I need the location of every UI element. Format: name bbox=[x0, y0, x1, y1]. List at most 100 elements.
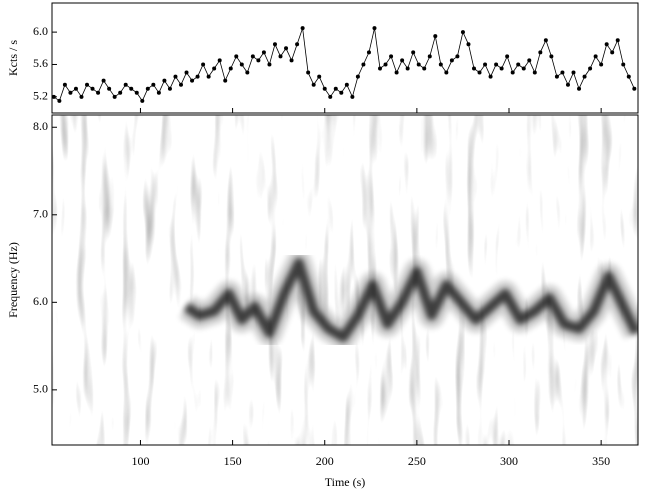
data-point bbox=[261, 50, 266, 55]
data-point bbox=[79, 94, 84, 99]
data-point bbox=[250, 54, 255, 59]
data-point bbox=[378, 66, 383, 71]
data-point bbox=[543, 38, 548, 43]
data-point bbox=[178, 82, 183, 87]
data-point bbox=[311, 82, 316, 87]
data-point bbox=[516, 62, 521, 67]
data-point bbox=[615, 38, 620, 43]
data-point bbox=[427, 54, 432, 59]
data-point bbox=[577, 86, 582, 91]
data-point bbox=[599, 62, 604, 67]
data-point bbox=[449, 58, 454, 63]
data-point bbox=[107, 86, 112, 91]
data-point bbox=[405, 66, 410, 71]
x-tick-label: 150 bbox=[224, 454, 242, 468]
x-tick-label: 100 bbox=[131, 454, 149, 468]
data-point bbox=[289, 58, 294, 63]
data-point bbox=[477, 70, 482, 75]
power-ridge bbox=[183, 257, 638, 343]
data-point bbox=[306, 70, 311, 75]
data-point bbox=[532, 70, 537, 75]
data-point bbox=[85, 82, 90, 87]
data-point bbox=[394, 70, 399, 75]
y-axis-label: Kcts / s bbox=[6, 40, 20, 76]
data-point bbox=[256, 58, 261, 63]
data-point bbox=[510, 70, 515, 75]
data-point bbox=[245, 70, 250, 75]
data-point bbox=[339, 90, 344, 95]
data-point bbox=[626, 74, 631, 79]
data-point bbox=[129, 86, 134, 91]
x-tick-label: 200 bbox=[316, 454, 334, 468]
data-point bbox=[621, 62, 626, 67]
data-point bbox=[361, 62, 366, 67]
data-point bbox=[582, 74, 587, 79]
data-point bbox=[295, 42, 300, 47]
spectrogram-noise bbox=[52, 115, 638, 445]
data-point bbox=[278, 54, 283, 59]
data-point bbox=[239, 62, 244, 67]
data-point bbox=[494, 62, 499, 67]
data-point bbox=[73, 86, 78, 91]
data-point bbox=[184, 70, 189, 75]
data-point bbox=[538, 50, 543, 55]
data-point bbox=[173, 74, 178, 79]
data-point bbox=[610, 50, 615, 55]
data-point bbox=[455, 54, 460, 59]
data-point bbox=[422, 66, 427, 71]
data-point bbox=[212, 66, 217, 71]
data-point bbox=[68, 90, 73, 95]
data-point bbox=[460, 30, 465, 35]
data-point bbox=[549, 54, 554, 59]
data-point bbox=[565, 82, 570, 87]
data-point bbox=[438, 62, 443, 67]
data-point bbox=[554, 74, 559, 79]
data-point bbox=[145, 86, 150, 91]
data-point bbox=[411, 50, 416, 55]
data-point bbox=[217, 58, 222, 63]
data-point bbox=[389, 54, 394, 59]
data-point bbox=[223, 78, 228, 83]
data-point bbox=[588, 66, 593, 71]
y-tick-label: 7.0 bbox=[33, 207, 48, 221]
y-tick-label: 5.2 bbox=[33, 89, 48, 103]
data-point bbox=[521, 66, 526, 71]
data-line bbox=[53, 27, 635, 102]
bottom-frame bbox=[51, 114, 639, 446]
data-point bbox=[228, 66, 233, 71]
data-point bbox=[328, 94, 333, 99]
data-point bbox=[96, 90, 101, 95]
data-point bbox=[366, 50, 371, 55]
top-frame bbox=[51, 2, 639, 114]
data-point bbox=[632, 86, 637, 91]
data-point bbox=[471, 66, 476, 71]
y-axis-label: Frequency (Hz) bbox=[6, 242, 20, 318]
data-point bbox=[505, 54, 510, 59]
data-point bbox=[284, 46, 289, 51]
data-point bbox=[355, 74, 360, 79]
data-point bbox=[604, 42, 609, 47]
data-point bbox=[300, 26, 305, 31]
data-point bbox=[112, 94, 117, 99]
y-tick-label: 6.0 bbox=[33, 24, 48, 38]
data-point bbox=[272, 42, 277, 47]
data-point bbox=[571, 70, 576, 75]
data-point bbox=[195, 74, 200, 79]
data-point bbox=[134, 90, 139, 95]
data-point bbox=[201, 62, 206, 67]
data-point bbox=[90, 86, 95, 91]
data-point bbox=[400, 58, 405, 63]
data-point bbox=[372, 26, 377, 31]
data-point bbox=[433, 34, 438, 39]
data-point bbox=[317, 74, 322, 79]
data-point bbox=[156, 90, 161, 95]
x-axis-label: Time (s) bbox=[325, 475, 366, 489]
data-point bbox=[322, 86, 327, 91]
data-point bbox=[57, 98, 62, 103]
data-point bbox=[527, 58, 532, 63]
data-point bbox=[118, 90, 123, 95]
data-point bbox=[499, 66, 504, 71]
data-point bbox=[593, 54, 598, 59]
data-point bbox=[162, 78, 167, 83]
